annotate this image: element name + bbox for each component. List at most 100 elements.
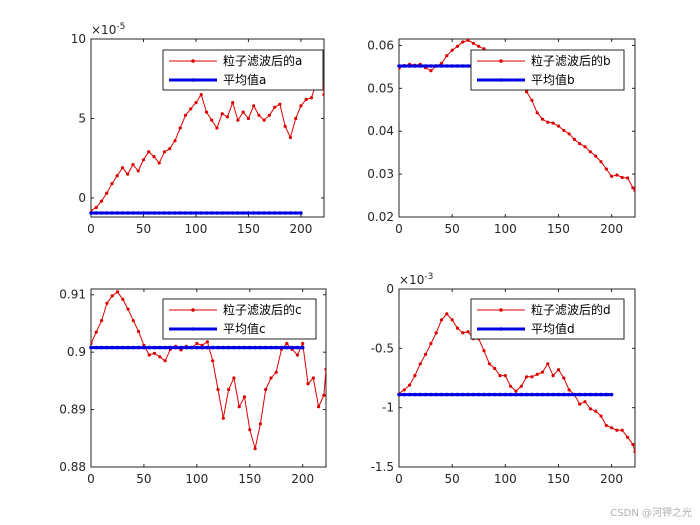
data-point-a — [241, 110, 245, 114]
mean-point-d — [498, 392, 502, 397]
y-exponent-label: ×10-5 — [91, 22, 125, 37]
data-point-a — [262, 118, 266, 122]
x-tick-label: 50 — [445, 472, 460, 486]
mean-point-c — [232, 345, 236, 350]
y-exponent-label: ×10-3 — [399, 272, 433, 287]
mean-point-d — [418, 392, 423, 397]
data-point-a — [231, 101, 235, 105]
data-point-a — [94, 205, 98, 210]
mean-point-c — [195, 345, 199, 350]
mean-point-a — [204, 211, 209, 215]
mean-point-c — [99, 345, 104, 350]
data-point-c — [105, 301, 109, 305]
data-point-a — [173, 139, 177, 143]
x-tick-label: 200 — [291, 472, 314, 486]
data-point-d — [562, 376, 566, 380]
data-point-d — [610, 426, 614, 430]
mean-point-b — [429, 64, 433, 68]
x-tick-label: 50 — [136, 472, 151, 486]
data-point-a — [220, 112, 224, 116]
mean-point-c — [258, 345, 263, 350]
data-point-c — [237, 405, 241, 409]
mean-point-d — [455, 392, 460, 397]
legend-box — [470, 49, 625, 91]
mean-point-c — [237, 345, 241, 350]
data-point-a — [136, 169, 140, 173]
data-point-c — [269, 376, 273, 380]
data-point-a — [267, 113, 271, 117]
data-point-c — [317, 405, 321, 409]
data-point-c — [158, 355, 162, 359]
mean-point-c — [173, 345, 178, 350]
legend-box — [470, 298, 625, 340]
mean-point-a — [272, 211, 277, 215]
mean-point-c — [221, 345, 226, 350]
mean-point-c — [131, 345, 136, 350]
y-tick-label: 0.06 — [367, 38, 394, 52]
legend-marker — [499, 78, 503, 82]
mean-point-d — [519, 392, 524, 397]
mean-point-d — [583, 392, 587, 397]
data-point-c — [306, 382, 310, 386]
data-point-a — [152, 155, 156, 159]
data-point-d — [546, 362, 550, 366]
data-point-a — [225, 115, 229, 119]
x-tick-label: 100 — [494, 222, 517, 236]
mean-point-c — [110, 345, 114, 350]
mean-point-a — [136, 211, 140, 215]
data-point-c — [322, 393, 326, 397]
data-point-d — [418, 362, 422, 366]
data-point-c — [163, 359, 167, 363]
data-point-c — [301, 341, 305, 346]
mean-point-d — [588, 392, 593, 397]
data-point-b — [610, 174, 614, 178]
data-point-c — [285, 341, 289, 346]
data-point-d — [551, 374, 555, 378]
data-point-a — [204, 110, 209, 114]
data-point-b — [562, 128, 566, 132]
mean-point-a — [278, 211, 282, 215]
data-point-c — [258, 422, 262, 426]
mean-point-d — [514, 392, 518, 397]
data-point-b — [567, 132, 571, 136]
data-point-a — [294, 116, 298, 121]
x-tick-label: 0 — [87, 472, 95, 486]
data-point-d — [413, 374, 417, 378]
mean-point-d — [407, 392, 412, 397]
data-point-d — [482, 349, 486, 353]
mean-point-a — [288, 211, 293, 215]
mean-point-a — [246, 211, 251, 215]
data-point-c — [121, 297, 125, 301]
data-point-c — [100, 319, 104, 323]
data-point-a — [110, 182, 114, 186]
mean-point-a — [194, 211, 198, 215]
mean-point-d — [604, 392, 609, 397]
mean-point-c — [210, 345, 215, 350]
data-point-a — [278, 102, 282, 106]
data-point-d — [583, 400, 587, 404]
data-point-b — [620, 175, 624, 180]
y-tick-label: 0.03 — [367, 167, 394, 181]
data-point-b — [615, 173, 619, 177]
data-point-c — [227, 387, 231, 392]
data-point-b — [594, 154, 598, 158]
data-point-c — [110, 294, 114, 298]
data-point-d — [498, 374, 502, 378]
mean-point-a — [89, 211, 93, 215]
x-tick-label: 0 — [395, 472, 403, 486]
subplot-b: 0 50 100 150 200 0.02 0.03 0.04 0.05 0.06 粒子滤波后的b 平… — [367, 38, 636, 236]
data-point-a — [288, 135, 292, 140]
data-point-d — [631, 442, 635, 447]
mean-point-d — [599, 392, 603, 397]
mean-point-b — [445, 64, 449, 68]
mean-point-d — [402, 392, 407, 397]
legend-marker — [499, 308, 503, 312]
y-tick-label: 0.91 — [59, 288, 86, 302]
mean-point-c — [253, 345, 257, 350]
legend-label: 平均值a — [223, 72, 266, 87]
y-tick-label: 0.04 — [367, 124, 394, 138]
mean-point-c — [189, 345, 194, 350]
legend-marker — [191, 308, 195, 312]
data-point-a — [189, 107, 193, 111]
data-point-b — [551, 121, 555, 125]
